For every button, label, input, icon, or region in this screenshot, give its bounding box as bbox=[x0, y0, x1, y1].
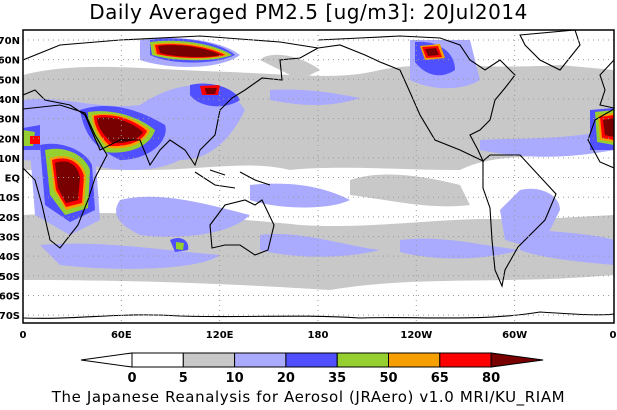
colorbar-lower-arrow bbox=[80, 352, 133, 368]
lat-label: 20S bbox=[0, 213, 20, 224]
africa-outline bbox=[23, 104, 108, 249]
colorbar-tick-label: 5 bbox=[179, 371, 188, 386]
europe-west-outline bbox=[599, 59, 614, 109]
lat-label: 30S bbox=[0, 233, 20, 244]
colorbar-tick-label: 10 bbox=[226, 371, 244, 386]
colorbar-tick-label: 65 bbox=[431, 371, 449, 386]
graticule bbox=[23, 30, 614, 323]
lat-label: 50S bbox=[0, 272, 20, 283]
lat-label: 60N bbox=[0, 56, 20, 67]
lon-label: 0 bbox=[20, 330, 27, 341]
lat-label: 60S bbox=[0, 291, 20, 302]
lat-label: 10N bbox=[0, 154, 20, 165]
colorbar-tick-label: 20 bbox=[277, 371, 295, 386]
colorbar-upper-arrow bbox=[490, 352, 544, 368]
colorbar-tick-label: 80 bbox=[482, 371, 500, 386]
greenland-outline bbox=[519, 30, 581, 71]
lat-label: 10S bbox=[0, 193, 20, 204]
colorbar-segment bbox=[285, 352, 338, 368]
colorbar-tick-label: 50 bbox=[379, 371, 397, 386]
colorbar-segment bbox=[234, 352, 287, 368]
colorbar-segment bbox=[439, 352, 492, 368]
map-title: Daily Averaged PM2.5 [ug/m3]: 20Jul2014 bbox=[89, 0, 528, 24]
footer-credit: The Japanese Reanalysis for Aerosol (JRA… bbox=[51, 388, 566, 406]
colorbar-segment bbox=[182, 352, 236, 368]
latitude-labels: 70N 60N 50N 40N 30N 20N 10N EQ 10S 20S 30S 40S 50S 60… bbox=[0, 36, 20, 322]
colorbar-segment bbox=[336, 352, 390, 368]
longitude-labels: 0 60E 120E 180 120W 60W 0 bbox=[20, 330, 617, 341]
africa-west-outline bbox=[587, 108, 614, 169]
colorbar-segment bbox=[388, 352, 441, 368]
level-80-plus-regions bbox=[55, 45, 614, 203]
colorbar: 0 5 10 20 35 50 65 80 bbox=[80, 352, 544, 386]
australia-outline bbox=[209, 199, 275, 256]
colorbar-segment bbox=[131, 352, 184, 368]
coastlines bbox=[23, 30, 614, 319]
lat-label: 30N bbox=[0, 115, 20, 126]
lat-label: 50N bbox=[0, 75, 20, 86]
lon-label: 120E bbox=[206, 330, 234, 341]
map-field bbox=[23, 30, 614, 323]
colorbar-tick-label: 35 bbox=[328, 371, 346, 386]
indonesia-outline bbox=[194, 169, 271, 189]
lon-label: 60E bbox=[111, 330, 132, 341]
lat-label: EQ bbox=[5, 174, 20, 185]
north-america-outline bbox=[317, 35, 516, 163]
lat-label: 20N bbox=[0, 134, 20, 145]
colorbar-tick-label: 0 bbox=[127, 371, 136, 386]
antarctica-outline bbox=[23, 311, 614, 319]
lat-label: 40N bbox=[0, 95, 20, 106]
south-america-outline bbox=[482, 154, 557, 288]
lon-label: 0 bbox=[609, 330, 616, 341]
map-frame bbox=[22, 29, 615, 324]
lat-label: 70N bbox=[0, 36, 20, 47]
lon-label: 120W bbox=[400, 330, 432, 341]
eurasia-outline bbox=[23, 35, 320, 167]
lon-label: 60W bbox=[502, 330, 527, 341]
lon-label: 180 bbox=[308, 330, 329, 341]
lat-label: 70S bbox=[0, 311, 20, 322]
lat-label: 40S bbox=[0, 252, 20, 263]
